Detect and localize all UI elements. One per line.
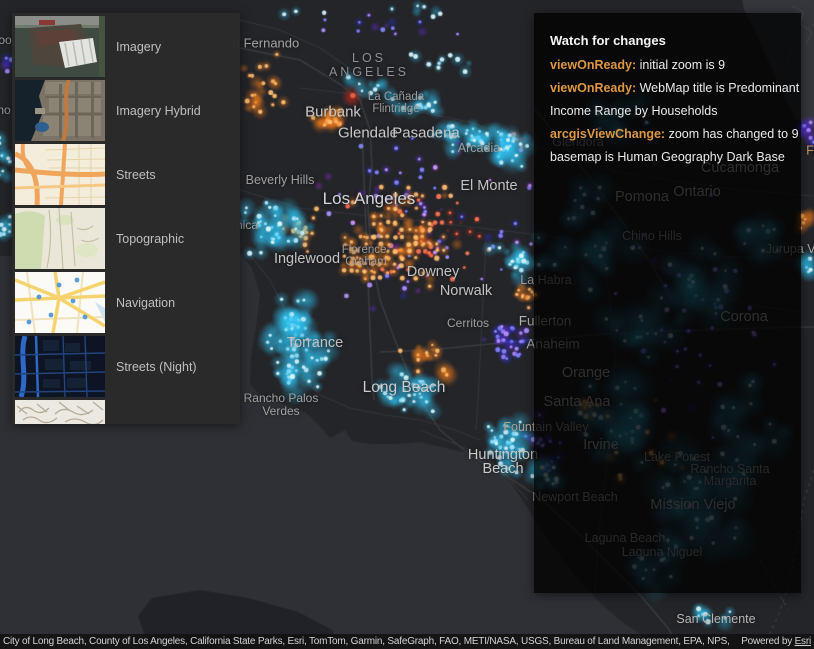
event-message: arcgisViewChange: zoom has changed to 9 … [550, 127, 801, 164]
event-log-panel: Watch for changes viewOnReady: initial z… [534, 13, 801, 593]
basemap-item-imagery[interactable]: Imagery [15, 16, 240, 77]
basemap-item-navigation[interactable]: Navigation [15, 272, 240, 333]
basemap-item-streets[interactable]: Streets [15, 144, 240, 205]
basemap-thumbnail[interactable] [15, 336, 105, 397]
basemap-item-label: Imagery Hybrid [116, 103, 201, 118]
event-message: viewOnReady: WebMap title is Predominant… [550, 81, 800, 118]
basemap-item-topographic[interactable]: Topographic [15, 208, 240, 269]
event-name: viewOnReady: [550, 58, 637, 72]
basemap-thumbnail[interactable] [15, 400, 105, 424]
attribution-sources: City of Long Beach, County of Los Angele… [3, 636, 730, 647]
event-name: arcgisViewChange: [550, 127, 666, 141]
basemap-item-label: Navigation [116, 295, 176, 310]
powered-by-text: Powered by [741, 636, 795, 647]
basemap-thumbnail[interactable] [15, 208, 105, 269]
basemap-item-label: Streets [116, 167, 156, 182]
event-name: viewOnReady: [550, 81, 637, 95]
basemap-thumbnail[interactable] [15, 144, 105, 205]
event-message-list: viewOnReady: initial zoom is 9 viewOnRead… [550, 54, 801, 169]
basemap-thumbnail[interactable] [15, 16, 105, 77]
basemap-thumbnail[interactable] [15, 80, 105, 141]
event-panel-title: Watch for changes [550, 33, 666, 48]
basemap-thumbnail[interactable] [15, 272, 105, 333]
attribution-bar: City of Long Beach, County of Los Angele… [0, 634, 814, 649]
esri-link[interactable]: Esri [794, 636, 812, 647]
basemap-item-label: Imagery [116, 39, 162, 54]
basemap-item-label: Streets (Night) [116, 359, 197, 374]
basemap-item-partial[interactable] [15, 400, 240, 424]
basemap-item-streets-night[interactable]: Streets (Night) [15, 336, 240, 397]
powered-by: Powered by Esri [729, 634, 814, 649]
basemap-item-label: Topographic [116, 231, 185, 246]
basemap-item-imagery-hybrid[interactable]: Imagery Hybrid [15, 80, 240, 141]
event-message: viewOnReady: initial zoom is 9 [550, 58, 726, 72]
basemap-gallery-panel: Imagery Imagery Hybrid Streets Topographic N… [12, 13, 240, 424]
